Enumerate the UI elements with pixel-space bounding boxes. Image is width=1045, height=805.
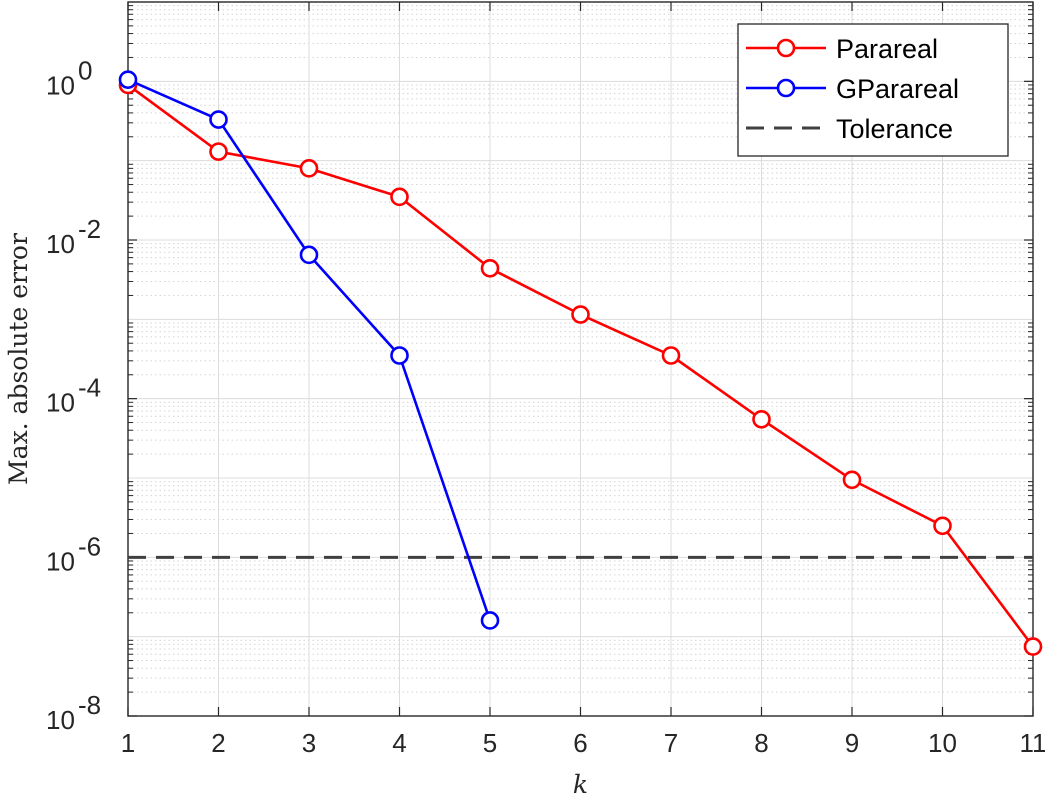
y-tick-base: 10 bbox=[46, 229, 75, 259]
x-tick-label: 8 bbox=[754, 728, 768, 758]
parareal-point bbox=[754, 411, 770, 427]
gparareal-point bbox=[301, 247, 317, 263]
x-tick-label: 10 bbox=[928, 728, 957, 758]
parareal-point bbox=[301, 160, 317, 176]
legend-label: GParareal bbox=[836, 74, 959, 104]
gparareal-point bbox=[482, 612, 498, 628]
y-tick-exponent: -2 bbox=[78, 214, 101, 244]
legend-label: Tolerance bbox=[836, 114, 953, 144]
y-tick-base: 10 bbox=[46, 70, 75, 100]
parareal-point bbox=[573, 307, 589, 323]
y-tick-label: 10-6 bbox=[46, 531, 101, 576]
x-tick-label: 6 bbox=[573, 728, 587, 758]
x-tick-label: 3 bbox=[302, 728, 316, 758]
y-tick-label: 10-4 bbox=[46, 373, 101, 418]
y-axis-label: Max. absolute error bbox=[4, 233, 33, 485]
legend-swatch-marker bbox=[778, 40, 794, 56]
y-tick-base: 10 bbox=[46, 546, 75, 576]
parareal-point bbox=[1025, 639, 1041, 655]
x-axis-label: k bbox=[573, 770, 588, 799]
parareal-point bbox=[482, 260, 498, 276]
y-tick-exponent: -8 bbox=[78, 690, 101, 720]
y-tick-base: 10 bbox=[46, 705, 75, 735]
gparareal-point bbox=[120, 72, 136, 88]
x-tick-label: 2 bbox=[211, 728, 225, 758]
x-tick-label: 9 bbox=[845, 728, 859, 758]
y-tick-label: 10-2 bbox=[46, 214, 101, 259]
y-tick-exponent: 0 bbox=[78, 55, 92, 85]
parareal-point bbox=[935, 518, 951, 534]
y-tick-exponent: -6 bbox=[78, 531, 101, 561]
y-tick-exponent: -4 bbox=[78, 373, 101, 403]
legend-label: Parareal bbox=[836, 34, 938, 64]
parareal-point bbox=[211, 144, 227, 160]
y-tick-base: 10 bbox=[46, 388, 75, 418]
x-tick-label: 4 bbox=[392, 728, 406, 758]
gparareal-point bbox=[392, 348, 408, 364]
parareal-point bbox=[663, 348, 679, 364]
x-tick-label: 5 bbox=[483, 728, 497, 758]
gparareal-point bbox=[211, 112, 227, 128]
y-tick-label: 10-8 bbox=[46, 690, 101, 735]
legend: Parareal GParareal Tolerance bbox=[738, 24, 1008, 156]
parareal-point bbox=[844, 472, 860, 488]
legend-swatch-marker bbox=[778, 80, 794, 96]
x-tick-label: 11 bbox=[1020, 728, 1045, 758]
parareal-point bbox=[392, 189, 408, 205]
x-tick-label: 7 bbox=[664, 728, 678, 758]
x-tick-label: 1 bbox=[121, 728, 135, 758]
